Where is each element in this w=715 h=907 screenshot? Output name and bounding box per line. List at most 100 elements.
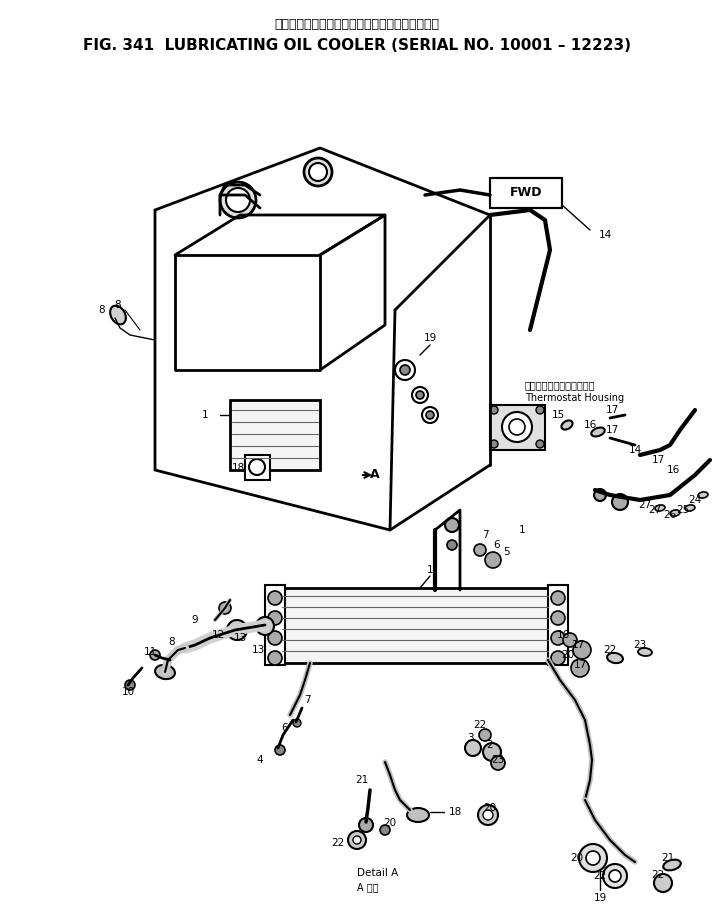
Ellipse shape — [607, 653, 623, 663]
Text: 19: 19 — [423, 333, 437, 343]
Circle shape — [474, 544, 486, 556]
Ellipse shape — [561, 421, 573, 430]
Ellipse shape — [655, 505, 665, 511]
Circle shape — [268, 631, 282, 645]
Bar — [230, 400, 320, 470]
Text: 20: 20 — [383, 818, 397, 828]
Text: サーモスタットハウジング: サーモスタットハウジング — [525, 380, 596, 390]
Circle shape — [483, 810, 493, 820]
Circle shape — [603, 864, 627, 888]
Circle shape — [490, 406, 498, 414]
Ellipse shape — [591, 427, 605, 436]
Text: 6: 6 — [493, 540, 500, 550]
Text: 25: 25 — [676, 505, 690, 515]
Circle shape — [275, 745, 285, 755]
Text: 13: 13 — [233, 633, 247, 643]
Text: 20: 20 — [483, 803, 496, 813]
Text: 11: 11 — [144, 647, 157, 657]
Text: 17: 17 — [571, 640, 585, 650]
Circle shape — [483, 743, 501, 761]
Text: 15: 15 — [551, 410, 565, 420]
Text: 17: 17 — [573, 660, 586, 670]
Ellipse shape — [664, 860, 681, 871]
Circle shape — [309, 163, 327, 181]
Text: 2: 2 — [487, 740, 493, 750]
Circle shape — [359, 818, 373, 832]
Text: 20: 20 — [561, 650, 575, 660]
Text: 16: 16 — [666, 465, 680, 475]
Text: 22: 22 — [593, 871, 606, 881]
Ellipse shape — [155, 665, 175, 679]
Circle shape — [426, 411, 434, 419]
Text: Thermostat Housing: Thermostat Housing — [525, 393, 624, 403]
Circle shape — [293, 719, 301, 727]
Circle shape — [268, 611, 282, 625]
Circle shape — [654, 874, 672, 892]
Bar — [265, 585, 285, 665]
Text: 1: 1 — [518, 525, 526, 535]
Text: 17: 17 — [606, 425, 618, 435]
Circle shape — [551, 651, 565, 665]
Circle shape — [268, 591, 282, 605]
Text: 1: 1 — [202, 410, 208, 420]
Text: FIG. 341  LUBRICATING OIL COOLER (SERIAL NO. 10001 – 12223): FIG. 341 LUBRICATING OIL COOLER (SERIAL … — [83, 38, 631, 53]
Text: Detail A: Detail A — [357, 868, 398, 878]
Ellipse shape — [698, 492, 708, 498]
Text: 17: 17 — [606, 405, 618, 415]
Circle shape — [551, 631, 565, 645]
Text: 27: 27 — [649, 505, 661, 515]
Circle shape — [579, 844, 607, 872]
Circle shape — [478, 805, 498, 825]
Bar — [548, 585, 568, 665]
Text: 26: 26 — [664, 510, 676, 520]
Circle shape — [353, 836, 361, 844]
Ellipse shape — [110, 306, 126, 325]
Text: 13: 13 — [252, 645, 265, 655]
Circle shape — [551, 611, 565, 625]
Circle shape — [490, 440, 498, 448]
Text: ループリケーティングオイル　クーラ　適用号機: ループリケーティングオイル クーラ 適用号機 — [275, 18, 440, 31]
Text: 8: 8 — [99, 305, 105, 315]
Text: A: A — [370, 469, 380, 482]
Text: A 詳細: A 詳細 — [357, 882, 378, 892]
Bar — [490, 405, 545, 450]
Text: 12: 12 — [212, 630, 225, 640]
Text: 9: 9 — [192, 615, 198, 625]
Text: 20: 20 — [571, 853, 583, 863]
Text: 6: 6 — [282, 723, 288, 733]
Circle shape — [536, 440, 544, 448]
Bar — [280, 588, 550, 663]
Circle shape — [573, 641, 591, 659]
Circle shape — [479, 729, 491, 741]
Text: 5: 5 — [503, 547, 511, 557]
Circle shape — [447, 540, 457, 550]
Text: 4: 4 — [257, 755, 263, 765]
Ellipse shape — [670, 510, 680, 516]
Text: 22: 22 — [331, 838, 345, 848]
Circle shape — [594, 489, 606, 501]
Text: 17: 17 — [651, 455, 665, 465]
Text: 16: 16 — [583, 420, 596, 430]
Circle shape — [150, 650, 160, 660]
Text: 22: 22 — [473, 720, 487, 730]
Text: 23: 23 — [491, 755, 505, 765]
Text: 16: 16 — [556, 630, 570, 640]
Text: 22: 22 — [651, 870, 665, 880]
Text: 27: 27 — [638, 500, 651, 510]
Text: 19: 19 — [593, 893, 606, 903]
Circle shape — [465, 740, 481, 756]
Text: 10: 10 — [122, 687, 134, 697]
Circle shape — [485, 552, 501, 568]
Circle shape — [227, 620, 247, 640]
Circle shape — [416, 391, 424, 399]
Circle shape — [400, 365, 410, 375]
Text: 18: 18 — [232, 463, 245, 473]
Text: 8: 8 — [169, 637, 175, 647]
Circle shape — [502, 412, 532, 442]
Text: 24: 24 — [689, 495, 701, 505]
Text: FWD: FWD — [510, 187, 542, 200]
Text: 1: 1 — [427, 565, 433, 575]
Ellipse shape — [685, 505, 695, 511]
Circle shape — [491, 756, 505, 770]
Circle shape — [226, 188, 250, 212]
